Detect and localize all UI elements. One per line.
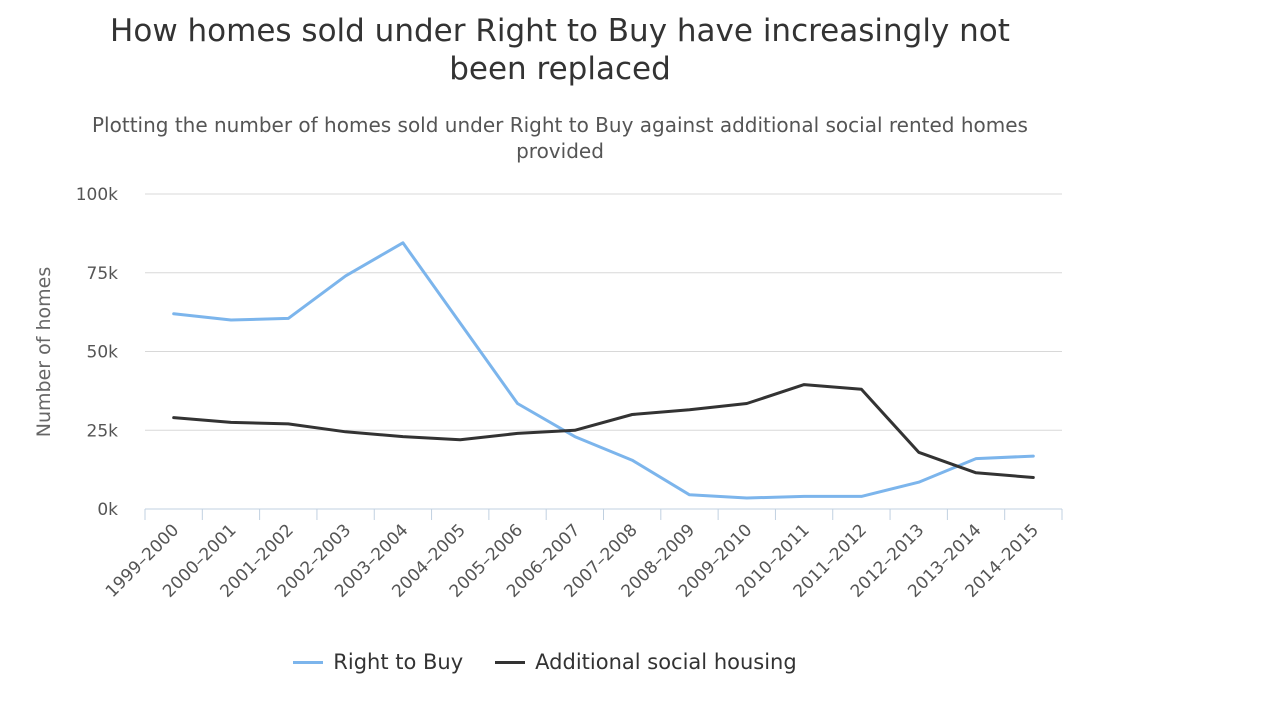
- series-line-1: [172, 383, 1035, 479]
- x-axis: 1999–20002000–20012001–20022002–20032003…: [102, 508, 1063, 602]
- legend-label: Additional social housing: [535, 650, 797, 674]
- y-tick-label: 50k: [87, 343, 119, 363]
- gridlines: [145, 193, 1062, 431]
- legend-label: Right to Buy: [333, 650, 464, 674]
- chart-title: How homes sold under Right to Buy have i…: [110, 13, 1010, 87]
- y-tick-label: 0k: [97, 500, 118, 520]
- legend-swatch: [495, 660, 526, 664]
- legend-item[interactable]: Additional social housing: [495, 650, 797, 674]
- legend-item[interactable]: Right to Buy: [293, 650, 463, 674]
- series-line-0: [172, 241, 1035, 500]
- legend-swatch: [293, 660, 324, 664]
- y-axis-title: Number of homes: [33, 267, 55, 437]
- series-lines: [172, 241, 1035, 500]
- chart-subtitle: Plotting the number of homes sold under …: [92, 113, 1028, 163]
- y-tick-label: 100k: [76, 185, 118, 205]
- y-axis: 0k 25k 50k 75k 100k: [76, 185, 118, 520]
- y-tick-label: 25k: [87, 421, 119, 441]
- y-tick-label: 75k: [87, 264, 119, 284]
- legend: Right to Buy Additional social housing: [0, 650, 1090, 674]
